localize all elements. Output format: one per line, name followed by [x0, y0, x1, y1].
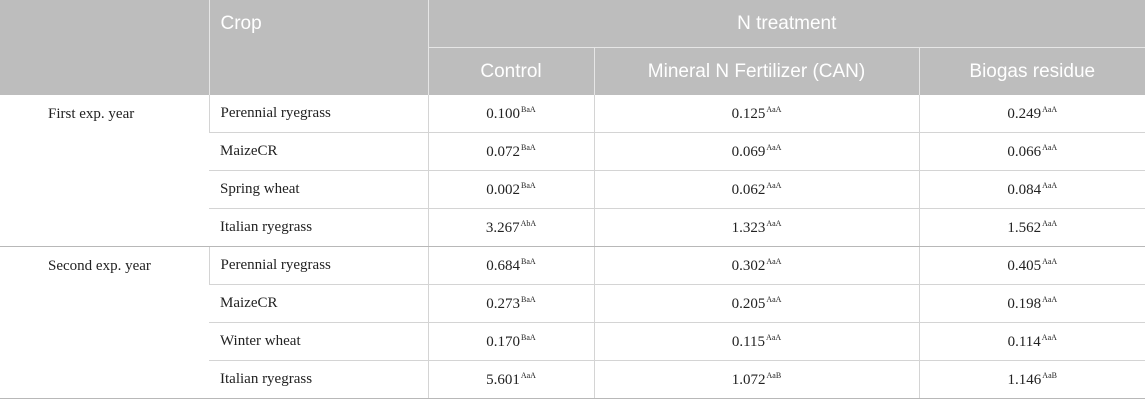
value-cell: 0.249AaA [918, 95, 1145, 133]
value-cell: 5.601AaA [427, 360, 594, 399]
significance-letters: AaA [1042, 180, 1058, 190]
value-cell: 0.002BaA [427, 170, 594, 209]
value-number: 0.069 [731, 143, 766, 160]
table-header: Crop N treatment Control Mineral N Ferti… [0, 0, 1145, 95]
value-cell: 0.405AaA [918, 246, 1145, 285]
significance-letters: AaA [1041, 332, 1057, 342]
significance-letters: AaA [766, 104, 782, 114]
significance-letters: AaA [766, 256, 782, 266]
significance-letters: BaA [521, 256, 536, 266]
crop-name-cell: Perennial ryegrass [208, 246, 428, 285]
crop-column-header: Crop [208, 0, 429, 95]
value-cell: 3.267AbA [427, 208, 594, 247]
value-cell: 0.198AaA [918, 284, 1145, 323]
table-row: Winter wheat 0.170BaA 0.115AaA 0.114AaA [0, 322, 1145, 361]
value-cell: 0.205AaA [593, 284, 919, 323]
value-number: 0.084 [1007, 181, 1042, 198]
significance-letters: AaA [766, 142, 782, 152]
value-cell: 0.100BaA [427, 95, 594, 133]
value-number: 0.114 [1007, 333, 1041, 350]
value-cell: 0.125AaA [593, 95, 919, 133]
value-cell: 0.170BaA [427, 322, 594, 361]
table-row: Spring wheat 0.002BaA 0.062AaA 0.084AaA [0, 170, 1145, 209]
crop-name-cell: Italian ryegrass [209, 208, 428, 247]
crop-name-cell: Italian ryegrass [209, 360, 428, 399]
value-number: 0.100 [486, 105, 521, 122]
value-cell: 1.323AaA [593, 208, 919, 247]
biogas-residue-column-header: Biogas residue [918, 47, 1145, 95]
crop-name-cell: Perennial ryegrass [208, 95, 428, 133]
crop-name-cell: Winter wheat [209, 322, 428, 361]
table-row: Second exp. year Perennial ryegrass 0.684B… [0, 246, 1145, 399]
value-cell: 1.072AaB [593, 360, 919, 399]
value-cell: 1.562AaA [918, 208, 1145, 247]
significance-letters: AaB [766, 370, 782, 380]
value-number: 3.267 [485, 219, 520, 236]
table-row: First exp. year Perennial ryegrass 0.100Ba… [0, 95, 1145, 247]
value-number: 0.062 [731, 181, 766, 198]
significance-letters: AaA [1042, 294, 1058, 304]
value-number: 0.072 [486, 143, 521, 160]
value-number: 0.002 [486, 181, 521, 198]
group-column-header [0, 0, 210, 95]
value-number: 0.249 [1007, 105, 1042, 122]
value-cell: 0.062AaA [593, 170, 919, 209]
value-cell: 0.066AaA [918, 132, 1145, 171]
value-number: 0.205 [731, 295, 766, 312]
crop-name-cell: MaizeCR [209, 132, 428, 171]
significance-letters: AaA [1042, 104, 1058, 114]
table-row: MaizeCR 0.273BaA 0.205AaA 0.198AaA [0, 284, 1145, 323]
mineral-fertilizer-column-header: Mineral N Fertilizer (CAN) [593, 47, 919, 95]
value-cell: 0.302AaA [593, 246, 919, 285]
significance-letters: AaA [520, 370, 536, 380]
significance-letters: AbA [520, 218, 537, 228]
control-column-header: Control [428, 47, 594, 95]
value-cell: 0.084AaA [918, 170, 1145, 209]
significance-letters: AaA [766, 218, 782, 228]
value-cell: 0.273BaA [427, 284, 594, 323]
experiment-year-label: Second exp. year [0, 246, 209, 399]
significance-letters: AaA [766, 332, 782, 342]
n-treatment-header: N treatment [428, 0, 1145, 48]
value-cell: 1.146AaB [918, 360, 1145, 399]
table-row: MaizeCR 0.072BaA 0.069AaA 0.066AaA [0, 132, 1145, 171]
value-number: 1.072 [731, 371, 766, 388]
significance-letters: BaA [521, 180, 536, 190]
significance-letters: AaA [1042, 256, 1058, 266]
value-number: 0.684 [486, 257, 521, 274]
value-number: 0.170 [486, 333, 521, 350]
table-row: Italian ryegrass 5.601AaA 1.072AaB 1.146AaB [0, 360, 1145, 399]
significance-letters: BaA [521, 104, 536, 114]
significance-letters: BaA [521, 294, 536, 304]
value-number: 1.562 [1007, 219, 1042, 236]
value-cell: 0.114AaA [918, 322, 1145, 361]
value-number: 1.146 [1007, 371, 1042, 388]
value-number: 5.601 [486, 371, 520, 388]
significance-letters: BaA [521, 332, 536, 342]
value-number: 1.323 [731, 219, 766, 236]
value-number: 0.273 [486, 295, 521, 312]
value-number: 0.198 [1007, 295, 1042, 312]
crop-name-cell: MaizeCR [209, 284, 428, 323]
significance-letters: AaA [766, 180, 782, 190]
significance-letters: BaA [521, 142, 536, 152]
significance-letters: AaA [1042, 218, 1058, 228]
crop-name-cell: Spring wheat [209, 170, 428, 209]
experiment-year-label: First exp. year [0, 95, 209, 247]
significance-letters: AaA [1042, 142, 1058, 152]
value-number: 0.405 [1007, 257, 1042, 274]
value-number: 0.066 [1007, 143, 1042, 160]
value-cell: 0.115AaA [593, 322, 919, 361]
value-number: 0.115 [731, 333, 766, 350]
table-body: First exp. year Perennial ryegrass 0.100Ba… [0, 95, 1145, 399]
value-number: 0.125 [731, 105, 766, 122]
value-cell: 0.069AaA [593, 132, 919, 171]
significance-letters: AaA [766, 294, 782, 304]
value-number: 0.302 [731, 257, 766, 274]
significance-letters: AaB [1042, 370, 1057, 380]
value-cell: 0.684BaA [427, 246, 594, 285]
value-cell: 0.072BaA [427, 132, 594, 171]
table-row: Italian ryegrass 3.267AbA 1.323AaA 1.562AaA [0, 208, 1145, 247]
